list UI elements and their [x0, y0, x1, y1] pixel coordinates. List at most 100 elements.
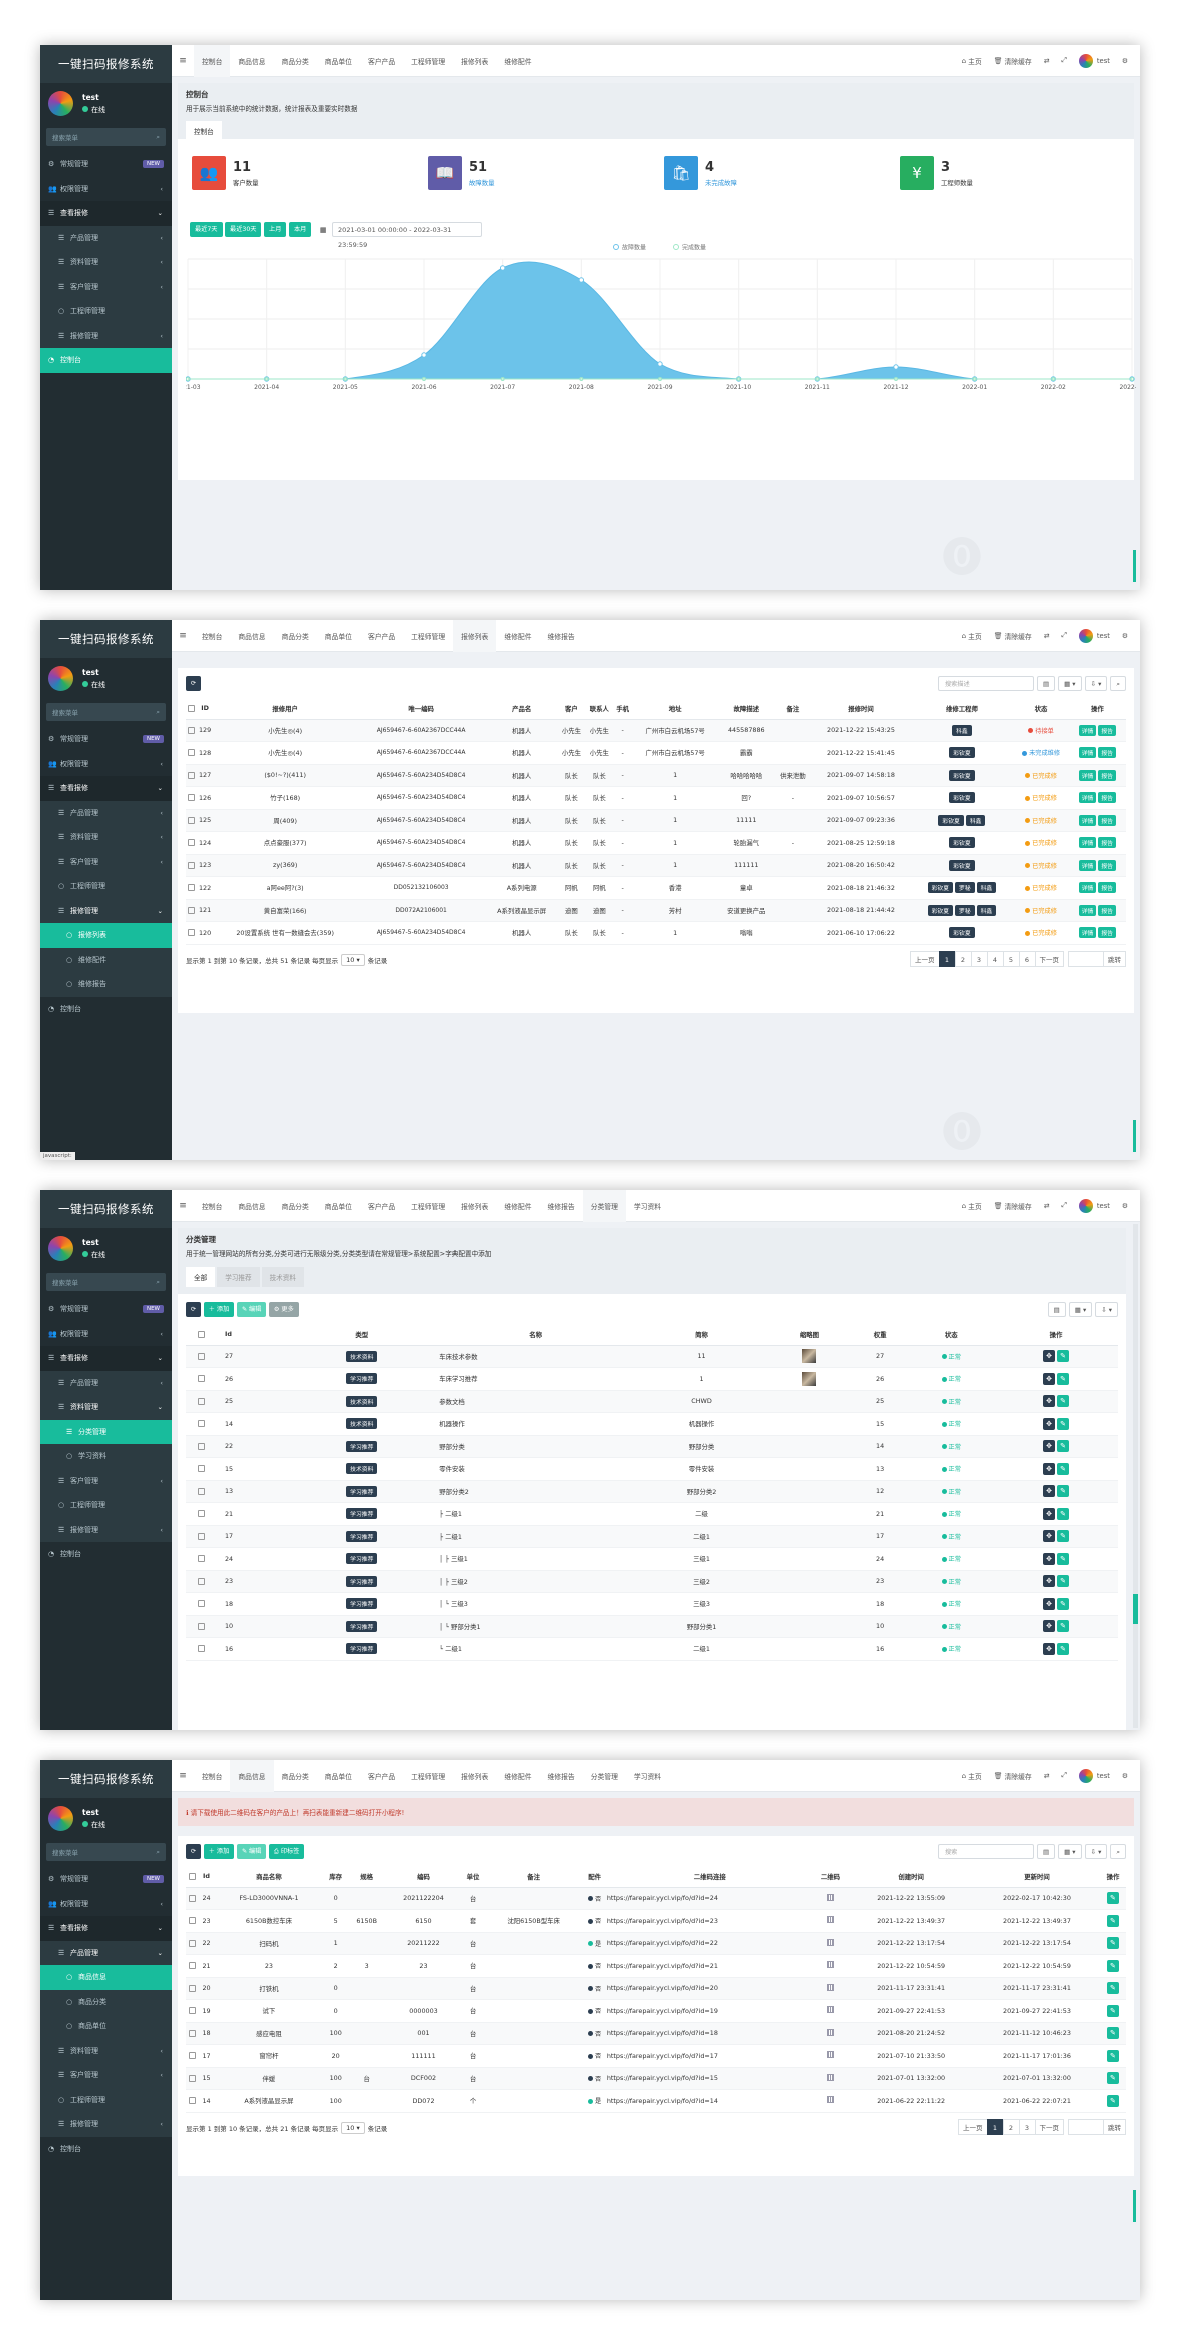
- sidebar-item-customer[interactable]: ☰ 客户管理 ‹: [40, 274, 172, 299]
- qr-code-icon[interactable]: [812, 2089, 849, 2113]
- qr-code-icon[interactable]: [812, 1977, 849, 2000]
- qr-code-icon[interactable]: [812, 2022, 849, 2045]
- settings-icon[interactable]: ⚙: [1121, 56, 1128, 65]
- detail-button[interactable]: 详情: [1078, 882, 1097, 894]
- edit-icon[interactable]: ✎: [1057, 1395, 1070, 1408]
- qr-link[interactable]: https://farepair.yycl.vip/fo/d?id=17: [606, 2044, 813, 2068]
- tab-8[interactable]: 维修报告: [547, 1202, 575, 1211]
- column-header[interactable]: 状态: [908, 1324, 995, 1346]
- detail-button[interactable]: 详情: [1078, 747, 1097, 759]
- table-row[interactable]: 13 学习推荐 野部分类2 野部分类2 12 正常 ✥ ✎: [186, 1480, 1118, 1503]
- row-checkbox[interactable]: [186, 1525, 217, 1548]
- add-button[interactable]: ＋ 添加: [203, 1844, 235, 1859]
- tab-3[interactable]: 商品单位: [324, 1772, 352, 1781]
- column-header[interactable]: 客户: [557, 698, 586, 720]
- tab-dashboard[interactable]: 控制台: [202, 632, 223, 641]
- row-checkbox[interactable]: [186, 1570, 217, 1593]
- refresh-button[interactable]: ⟳: [186, 1302, 202, 1317]
- tab-dashboard[interactable]: 控制台: [194, 45, 231, 77]
- table-row[interactable]: 10 学习推荐 │ └ 野部分类1 野部分类1 10 正常 ✥ ✎: [186, 1615, 1118, 1638]
- qr-code-icon[interactable]: [812, 1932, 849, 1955]
- select-all-checkbox[interactable]: [186, 698, 197, 720]
- table-row[interactable]: 18 学习推荐 │ └ 三级3 三级3 18 正常 ✥ ✎: [186, 1592, 1118, 1616]
- home-link[interactable]: ⌂ 主页: [961, 1771, 982, 1781]
- row-checkbox[interactable]: [186, 719, 197, 742]
- toggle-view-button[interactable]: ▤: [1036, 1844, 1056, 1859]
- row-checkbox[interactable]: [186, 741, 197, 765]
- row-checkbox[interactable]: [186, 1954, 199, 1978]
- move-icon[interactable]: ✥: [1043, 1530, 1056, 1543]
- tab-6[interactable]: 报修列表: [453, 620, 497, 652]
- table-row[interactable]: 23 6150B数控车床 5 6150B 6150 套沈阳6150B型车床否 https:/…: [186, 1909, 1126, 1933]
- move-icon[interactable]: ✥: [1043, 1395, 1056, 1408]
- table-row[interactable]: 128 小先生◎(4) AJ659467-6-60A2367DCC44A 机器人 小先生…: [186, 741, 1126, 765]
- table-row[interactable]: 19 试下 0 0000003 台 否 https://farepair.yycl.vip/…: [186, 1999, 1126, 2023]
- row-checkbox[interactable]: [186, 1977, 199, 2000]
- move-icon[interactable]: ✥: [1043, 1642, 1056, 1655]
- column-header[interactable]: 缩略图: [767, 1324, 852, 1346]
- row-checkbox[interactable]: [186, 1345, 217, 1368]
- sidebar-item-material[interactable]: ☰ 资料管理 ‹: [40, 2038, 172, 2063]
- tab-7[interactable]: 维修配件: [504, 632, 532, 641]
- sidebar-item-prod-category[interactable]: ○ 商品分类: [40, 1989, 172, 2014]
- select-all-checkbox[interactable]: [186, 1866, 199, 1888]
- column-header[interactable]: 二维码: [812, 1866, 849, 1888]
- qr-code-icon[interactable]: [812, 1954, 849, 1978]
- sidebar-item-product[interactable]: ☰ 产品管理 ⌄: [40, 1940, 172, 1965]
- column-header[interactable]: 状态: [1013, 698, 1069, 720]
- sidebar-item-product[interactable]: ☰ 产品管理 ‹: [40, 1370, 172, 1395]
- table-row[interactable]: 15 技术资料 零件安装 零件安装 13 正常 ✥ ✎: [186, 1457, 1118, 1481]
- report-button[interactable]: 报告: [1098, 747, 1116, 759]
- toggle-view-button[interactable]: ▤: [1036, 676, 1056, 691]
- row-checkbox[interactable]: [186, 1592, 217, 1616]
- sidebar-item-material[interactable]: ☰ 资料管理 ⌄: [40, 1395, 172, 1420]
- detail-button[interactable]: 详情: [1078, 904, 1097, 916]
- tab-9[interactable]: 分类管理: [582, 1190, 626, 1222]
- row-checkbox[interactable]: [186, 1390, 217, 1413]
- page-link[interactable]: 3: [1018, 2119, 1036, 2135]
- last-month-button[interactable]: 上月: [264, 222, 287, 237]
- sidebar-item-customer[interactable]: ☰ 客户管理 ‹: [40, 1468, 172, 1493]
- menu-search-input[interactable]: 搜索菜单 ⌕: [46, 128, 166, 146]
- sidebar-item-dashboard[interactable]: ◔ 控制台: [48, 1550, 81, 1559]
- table-row[interactable]: 129 小先生◎(4) AJ659467-6-60A2367DCC44A 机器人 小先生…: [186, 719, 1126, 742]
- row-checkbox[interactable]: [186, 1412, 217, 1436]
- detail-button[interactable]: 详情: [1078, 837, 1097, 849]
- edit-icon[interactable]: ✎: [1057, 1372, 1070, 1385]
- tab-3[interactable]: 商品单位: [324, 1202, 352, 1211]
- this-month-button[interactable]: 本月: [288, 222, 312, 237]
- refresh-button[interactable]: ⟳: [186, 1844, 202, 1859]
- date-range-input[interactable]: 2021-03-01 00:00:00 - 2022-03-31 23:59:5…: [332, 222, 483, 249]
- tab-5[interactable]: 工程师管理: [411, 1202, 446, 1211]
- more-button[interactable]: ⚙ 更多: [268, 1302, 299, 1317]
- translate-icon[interactable]: ⇄: [1043, 1771, 1050, 1780]
- column-header[interactable]: 维修工程师: [910, 698, 1014, 720]
- settings-icon[interactable]: ⚙: [1121, 1201, 1128, 1210]
- sidebar-item-customer[interactable]: ☰ 客户管理 ‹: [40, 2063, 172, 2088]
- sidebar-item-repair-parts[interactable]: ○ 维修配件: [40, 947, 172, 972]
- translate-icon[interactable]: ⇄: [1043, 56, 1050, 65]
- column-header[interactable]: 联系人: [585, 698, 614, 720]
- edit-button[interactable]: ✎ 编辑: [236, 1844, 267, 1859]
- row-checkbox[interactable]: [186, 1999, 199, 2023]
- user-menu[interactable]: test: [1073, 1198, 1116, 1213]
- search-input[interactable]: 搜索描述: [937, 676, 1034, 691]
- move-icon[interactable]: ✥: [1043, 1597, 1056, 1610]
- move-icon[interactable]: ✥: [1043, 1440, 1056, 1453]
- row-checkbox[interactable]: [186, 2089, 199, 2113]
- row-checkbox[interactable]: [186, 899, 197, 922]
- qr-code-icon[interactable]: [812, 2044, 849, 2068]
- row-checkbox[interactable]: [186, 1932, 199, 1955]
- search-input[interactable]: 搜索: [937, 1844, 1034, 1859]
- move-icon[interactable]: ✥: [1043, 1485, 1056, 1498]
- edit-icon[interactable]: ✎: [1057, 1440, 1070, 1453]
- tab-7[interactable]: 维修配件: [504, 1772, 532, 1781]
- row-checkbox[interactable]: [186, 2044, 199, 2068]
- report-button[interactable]: 报告: [1098, 927, 1116, 939]
- row-checkbox[interactable]: [186, 1887, 199, 1910]
- column-header[interactable]: Id: [198, 1866, 215, 1888]
- column-header[interactable]: 更新时间: [974, 1866, 1100, 1888]
- table-row[interactable]: 21 学习推荐 ├ 二级1 二级 21 正常 ✥ ✎: [186, 1502, 1118, 1526]
- qr-link[interactable]: https://farepair.yycl.vip/fo/d?id=20: [606, 1977, 813, 2000]
- export-button[interactable]: ⇩ ▾: [1084, 1844, 1108, 1859]
